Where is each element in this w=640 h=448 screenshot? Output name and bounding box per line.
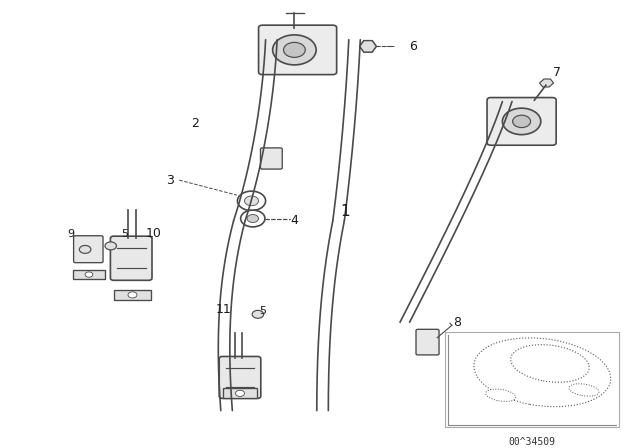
- Circle shape: [273, 35, 316, 65]
- Text: 00^34509: 00^34509: [508, 437, 556, 447]
- Ellipse shape: [569, 384, 599, 396]
- Text: 2: 2: [191, 117, 199, 130]
- Ellipse shape: [474, 338, 611, 407]
- FancyBboxPatch shape: [74, 236, 103, 263]
- Circle shape: [128, 292, 137, 298]
- Circle shape: [252, 310, 264, 318]
- Bar: [114, 289, 151, 300]
- Circle shape: [79, 246, 91, 254]
- FancyBboxPatch shape: [260, 148, 282, 169]
- Polygon shape: [540, 79, 554, 87]
- Text: 3: 3: [166, 174, 173, 188]
- Circle shape: [502, 108, 541, 135]
- Text: 10: 10: [146, 228, 161, 241]
- Text: 1: 1: [340, 204, 351, 220]
- Text: 6: 6: [409, 40, 417, 53]
- FancyBboxPatch shape: [487, 98, 556, 145]
- Bar: [445, 332, 619, 427]
- Bar: [73, 270, 105, 279]
- Circle shape: [241, 210, 265, 227]
- Circle shape: [85, 272, 93, 277]
- Polygon shape: [360, 41, 376, 52]
- Text: 8: 8: [454, 316, 461, 329]
- FancyBboxPatch shape: [416, 329, 439, 355]
- Circle shape: [247, 215, 259, 223]
- FancyBboxPatch shape: [259, 25, 337, 75]
- Text: 7: 7: [553, 66, 561, 79]
- Text: 11: 11: [216, 302, 232, 315]
- Circle shape: [513, 115, 531, 128]
- Circle shape: [244, 196, 259, 206]
- Bar: [223, 388, 257, 398]
- Ellipse shape: [486, 389, 516, 401]
- Circle shape: [237, 191, 266, 211]
- Circle shape: [284, 43, 305, 57]
- Text: 5: 5: [122, 229, 128, 239]
- Text: 4: 4: [291, 214, 298, 227]
- Text: 5: 5: [259, 306, 266, 316]
- Circle shape: [105, 242, 116, 250]
- FancyBboxPatch shape: [110, 236, 152, 280]
- FancyBboxPatch shape: [219, 357, 261, 398]
- Text: 9: 9: [67, 229, 74, 239]
- Ellipse shape: [511, 345, 589, 382]
- Circle shape: [236, 390, 244, 396]
